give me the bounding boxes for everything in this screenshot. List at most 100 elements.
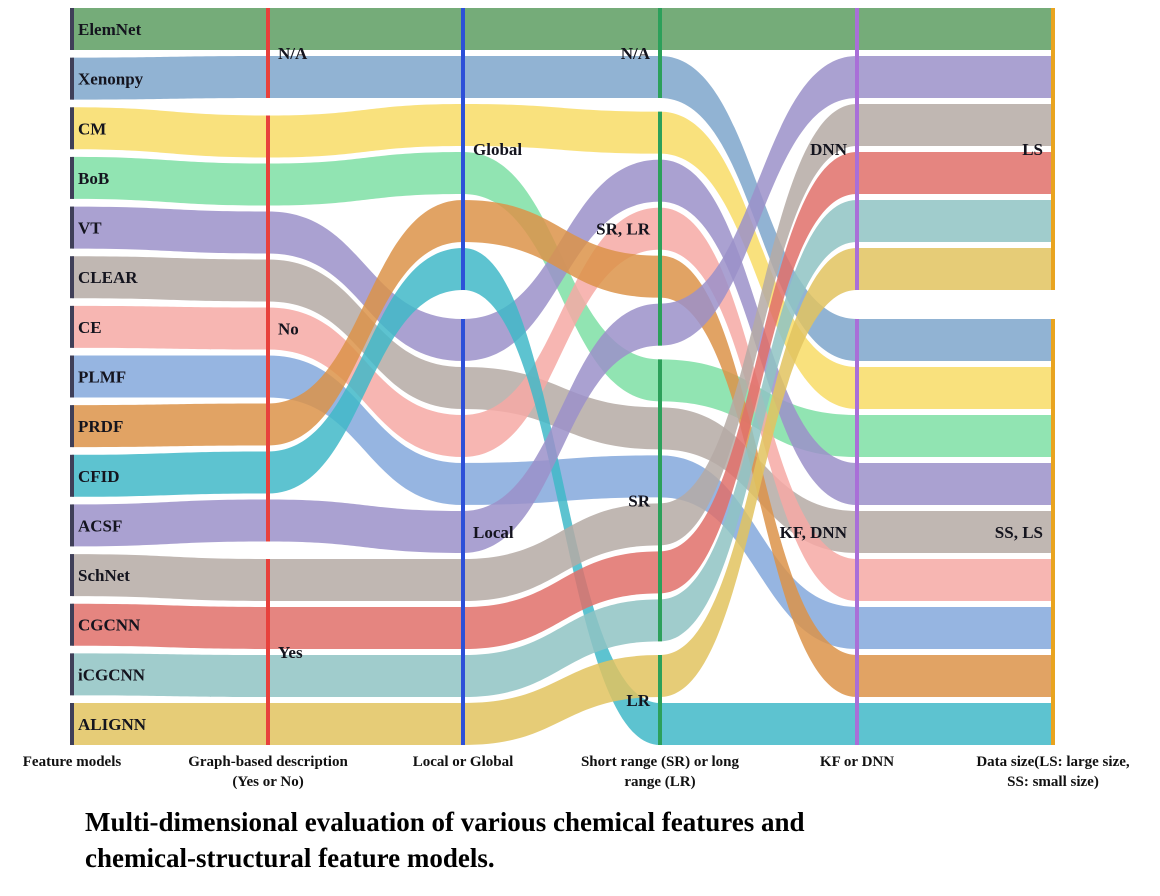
flow-CM [72, 107, 268, 158]
figure-caption: Multi-dimensional evaluation of various … [0, 804, 1160, 877]
flow-ALIGNN [268, 703, 463, 745]
flow-CGCNN [660, 152, 857, 594]
flow-CE [72, 305, 268, 350]
flow-PLMF [72, 355, 268, 398]
flow-ElemNet [660, 8, 857, 50]
model-label-ALIGNN: ALIGNN [78, 715, 147, 734]
model-label-PRDF: PRDF [78, 417, 123, 436]
flow-iCGCNN [660, 200, 857, 642]
axis-title: Local or Global [413, 754, 514, 770]
category-label: DNN [810, 140, 848, 159]
flow-ElemNet [857, 8, 1053, 50]
axis-title: Feature models [23, 754, 122, 770]
caption-line-2: chemical-structural feature models. [85, 843, 495, 874]
flow-SchNet [72, 554, 268, 601]
flow-BoB [268, 152, 463, 206]
axis-title: Short range (SR) or long [581, 754, 740, 770]
category-label: N/A [278, 44, 308, 63]
axis-title: Graph-based description [188, 754, 348, 770]
flow-ALIGNN [660, 248, 857, 697]
axis-title: range (LR) [624, 774, 695, 790]
flow-ElemNet [72, 8, 268, 50]
category-label: SS, LS [995, 523, 1043, 542]
category-label: Global [473, 140, 522, 159]
category-label: LR [626, 691, 650, 710]
sankey-chart: Feature models N/A No Yes Graph-based descri… [23, 8, 1130, 790]
caption-line-1: Multi-dimensional evaluation of various … [85, 807, 805, 837]
flow-ACSF [72, 499, 268, 547]
flow-SchNet [660, 104, 857, 546]
flow-CM [463, 104, 660, 154]
model-label-CE: CE [78, 318, 102, 337]
flow-iCGCNN [857, 200, 1053, 242]
flow-SchNet [857, 104, 1053, 146]
category-label: LS [1022, 140, 1043, 159]
axis-title: KF or DNN [820, 754, 894, 770]
flow-Xenonpy [857, 319, 1053, 361]
flow-PRDF [72, 403, 268, 448]
flow-CGCNN [268, 607, 463, 649]
category-label: Local [473, 523, 514, 542]
flow-BoB [72, 156, 268, 206]
flow-iCGCNN [72, 653, 268, 697]
flow-CM [268, 104, 463, 158]
model-label-iCGCNN: iCGCNN [78, 665, 146, 684]
flow-PLMF [660, 455, 857, 649]
flow-PRDF [463, 200, 660, 298]
flow-Xenonpy [72, 56, 268, 100]
flow-CM [857, 367, 1053, 409]
model-label-BoB: BoB [78, 169, 109, 188]
category-label: KF, DNN [780, 523, 848, 542]
flow-CLEAR [857, 511, 1053, 553]
flow-CM [660, 111, 857, 410]
flow-CFID [268, 248, 463, 494]
category-label: SR, LR [596, 220, 651, 239]
flow-SchNet [268, 559, 463, 601]
model-label-CGCNN: CGCNN [78, 616, 141, 635]
flow-PRDF [268, 200, 463, 446]
flow-PRDF [857, 655, 1053, 697]
flow-CLEAR [72, 256, 268, 302]
model-label-ACSF: ACSF [78, 516, 122, 535]
flow-VT [857, 463, 1053, 505]
flow-CFID [857, 703, 1053, 745]
flow-SchNet [463, 503, 660, 601]
model-label-SchNet: SchNet [78, 566, 130, 585]
model-label-PLMF: PLMF [78, 368, 126, 387]
axis-title: (Yes or No) [232, 774, 303, 790]
flow-ElemNet [463, 8, 660, 50]
model-label-CFID: CFID [78, 467, 120, 486]
flow-ACSF [463, 303, 660, 553]
model-label-VT: VT [78, 219, 102, 238]
model-label-Xenonpy: Xenonpy [78, 70, 144, 89]
flow-PLMF [857, 607, 1053, 649]
flow-ACSF [857, 56, 1053, 98]
flow-CGCNN [857, 152, 1053, 194]
flow-ALIGNN [463, 655, 660, 745]
flow-CFID [463, 248, 660, 745]
model-label-CM: CM [78, 119, 106, 138]
flow-CE [857, 559, 1053, 601]
flow-Xenonpy [463, 56, 660, 98]
flow-iCGCNN [268, 655, 463, 697]
flow-ElemNet [268, 8, 463, 50]
category-label: N/A [621, 44, 651, 63]
flow-iCGCNN [463, 599, 660, 697]
flow-ALIGNN [857, 248, 1053, 290]
flow-VT [268, 211, 463, 361]
model-label-ElemNet: ElemNet [78, 20, 142, 39]
category-label: No [278, 320, 299, 339]
model-label-CLEAR: CLEAR [78, 268, 138, 287]
flow-CGCNN [72, 603, 268, 649]
flow-ACSF [660, 56, 857, 346]
axis-title: Data size(LS: large size, [976, 754, 1130, 770]
flow-CGCNN [463, 551, 660, 649]
axis-title: SS: small size) [1007, 774, 1099, 790]
category-label: SR [628, 491, 650, 510]
flow-Xenonpy [268, 56, 463, 98]
flow-CFID [660, 703, 857, 745]
flow-ALIGNN [72, 703, 268, 745]
flow-ACSF [268, 499, 463, 553]
flow-CFID [72, 451, 268, 497]
